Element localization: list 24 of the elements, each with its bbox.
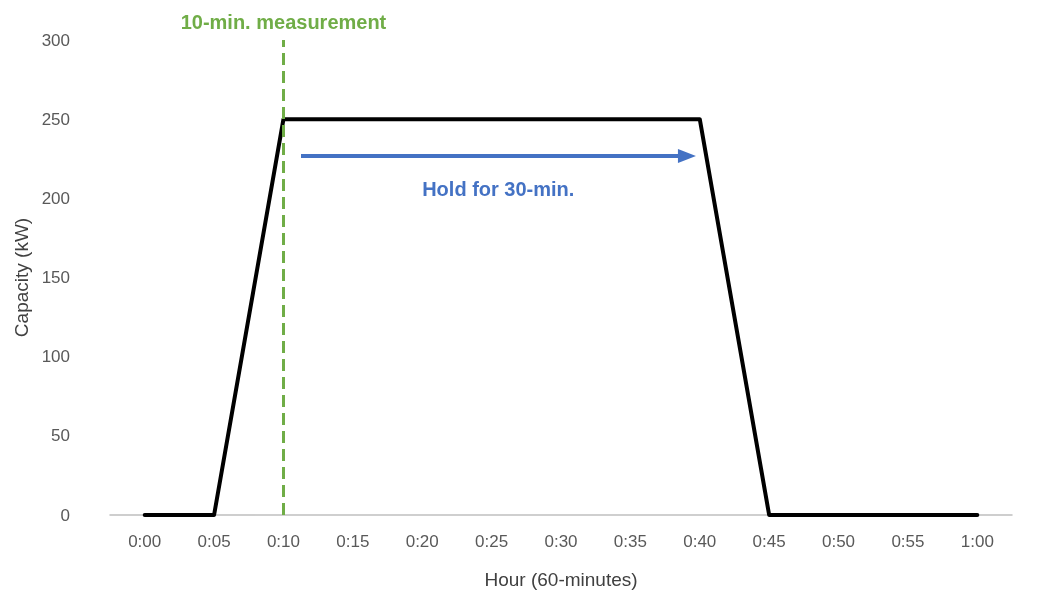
y-tick-label: 150 [41,268,70,287]
x-tick-label: 0:05 [197,532,231,551]
x-tick-label: 0:45 [752,532,786,551]
x-tick-label: 0:20 [405,532,439,551]
y-tick-label: 50 [51,426,70,446]
x-tick-label: 0:55 [891,532,925,551]
x-tick-label: 0:10 [266,532,301,551]
x-tick-label: 0:50 [821,532,856,551]
annotation: Hold for 30-min. [422,178,575,202]
x-tick-label: 0:35 [613,532,647,551]
x-tick-label: 0:00 [128,532,162,551]
y-tick-label: 100 [41,347,70,367]
x-axis-title: Hour (60-minutes) [484,569,638,590]
y-tick-label: 250 [41,109,70,129]
x-tick-label: 0:40 [683,532,717,551]
x-tick-label: 0:15 [336,532,370,551]
x-tick-label: 1:00 [960,532,994,551]
x-tick-label: 0:25 [475,532,509,551]
y-tick-label: 0 [60,505,70,525]
y-tick-label: 200 [41,188,70,208]
x-tick-label: 0:30 [544,532,578,551]
y-axis-title: Capacity (kW) [10,217,32,338]
y-tick-label: 300 [41,30,70,50]
ref-line-label: 10-min. measurement [180,11,387,33]
